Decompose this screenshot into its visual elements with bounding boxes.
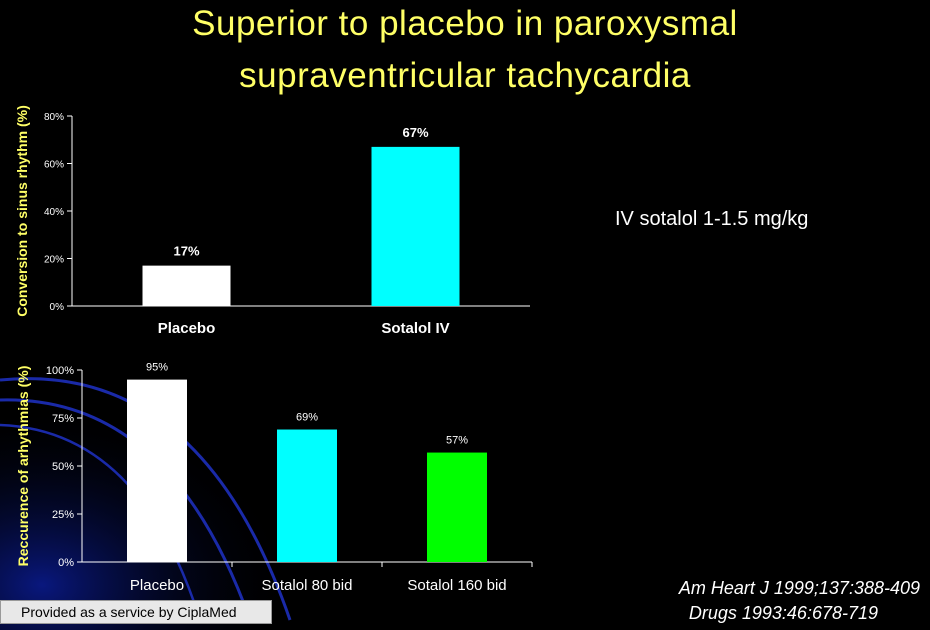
bar xyxy=(277,429,337,562)
bar xyxy=(371,146,460,306)
x-category-label: Placebo xyxy=(130,577,184,594)
data-label: 67% xyxy=(402,125,428,140)
y-tick-label: 40% xyxy=(44,207,64,218)
data-label: 57% xyxy=(446,435,468,447)
x-category-label: Sotalol 160 bid xyxy=(407,577,506,594)
x-category-label: Placebo xyxy=(158,320,216,337)
y-tick-label: 75% xyxy=(52,413,74,425)
x-category-label: Sotalol 80 bid xyxy=(262,577,353,594)
x-category-label: Sotalol IV xyxy=(381,320,449,337)
bar xyxy=(127,379,187,562)
bar xyxy=(427,452,487,562)
data-label: 17% xyxy=(173,244,199,259)
data-label: 69% xyxy=(296,412,318,424)
y-axis-label: Conversion to sinus rhythm (%) xyxy=(14,105,30,317)
y-tick-label: 25% xyxy=(52,509,74,521)
y-tick-label: 20% xyxy=(44,255,64,266)
y-tick-label: 0% xyxy=(50,302,65,313)
dosage-note: IV sotalol 1-1.5 mg/kg xyxy=(615,208,809,230)
reference-am-heart-j: Am Heart J 1999;137:388-409 xyxy=(678,578,920,598)
bar xyxy=(142,265,231,306)
slide-title-line-1: Superior to placebo in paroxysmal xyxy=(192,4,738,43)
slide-title-line-2: supraventricular tachycardia xyxy=(239,56,691,95)
y-axis-label: Reccurence of arhythmias (%) xyxy=(15,366,31,567)
y-tick-label: 60% xyxy=(44,160,64,171)
footer-credit: Provided as a service by CiplaMed xyxy=(0,600,272,624)
y-tick-label: 80% xyxy=(44,112,64,123)
reference-drugs: Drugs 1993:46:678-719 xyxy=(688,603,878,623)
y-tick-label: 50% xyxy=(52,461,74,473)
y-tick-label: 100% xyxy=(46,365,74,377)
data-label: 95% xyxy=(146,362,168,374)
y-tick-label: 0% xyxy=(58,557,74,569)
